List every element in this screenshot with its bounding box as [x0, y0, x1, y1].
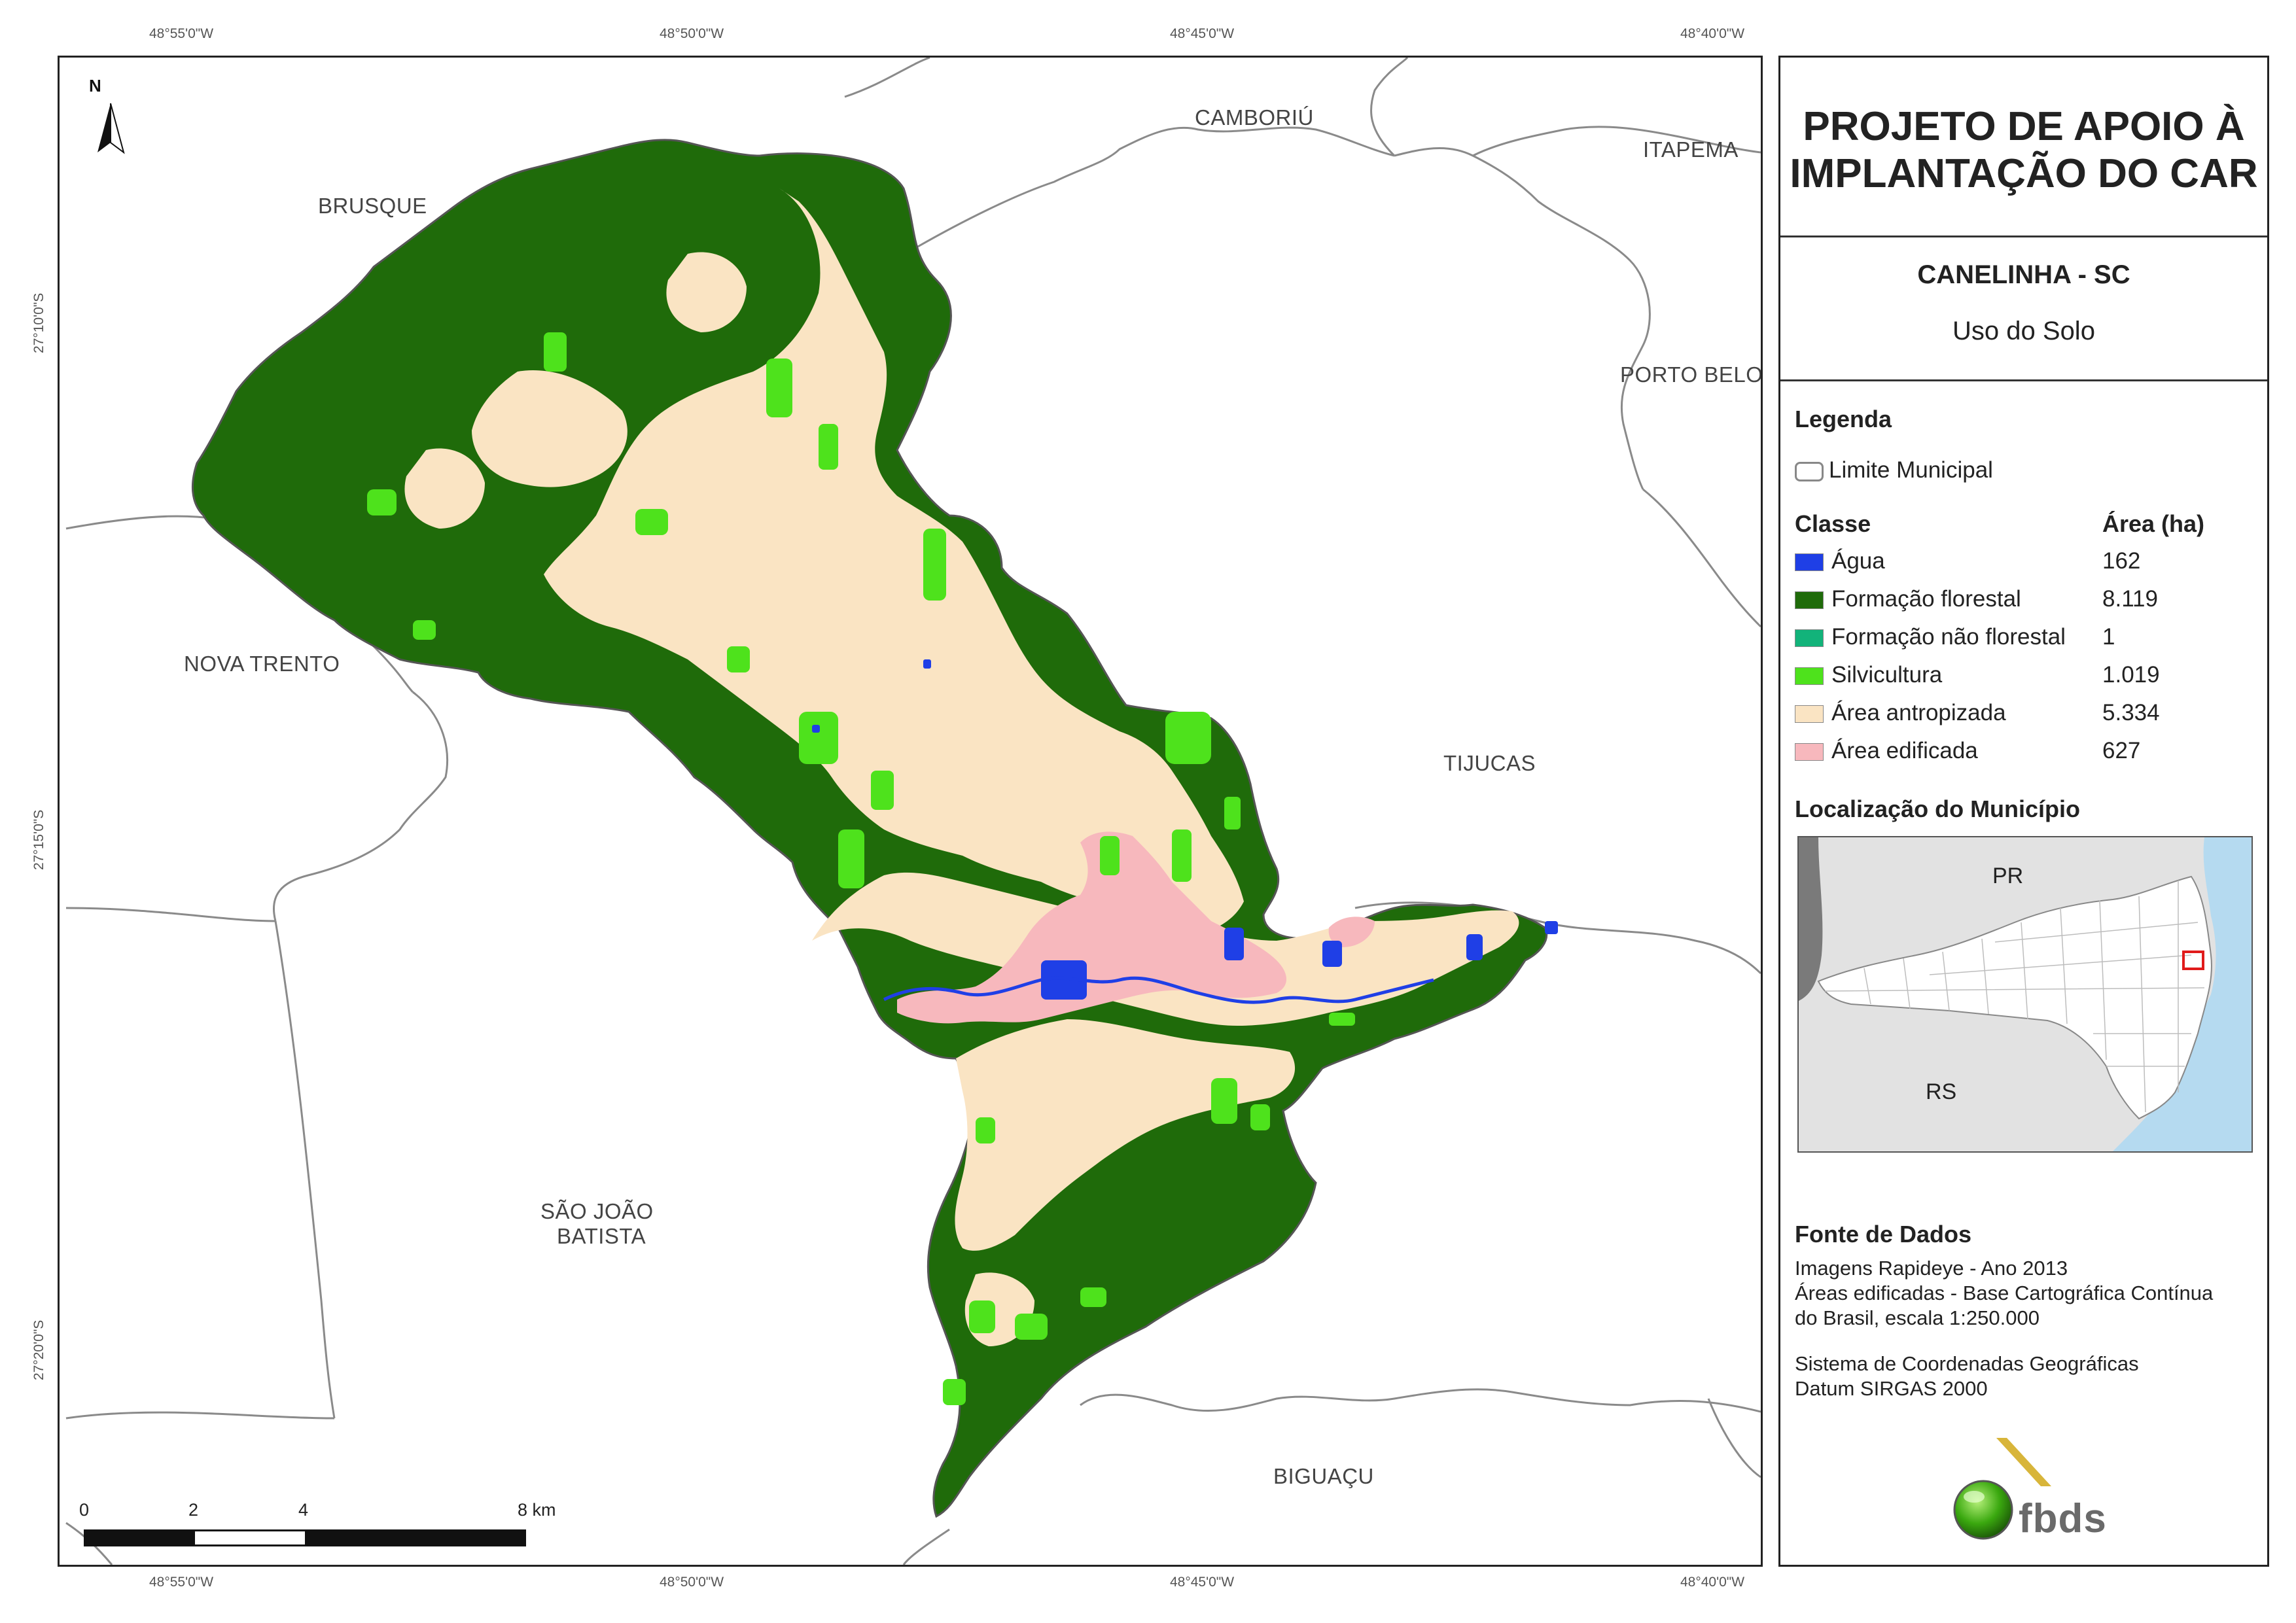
area-edificada-patch-2 [1328, 916, 1375, 947]
river [883, 976, 1434, 1004]
inset-label-pr: PR [1992, 864, 2024, 888]
legend-swatch-area-edificada [1795, 743, 1824, 761]
legend-area: 5.334 [2102, 700, 2160, 725]
agua-patches [812, 659, 1558, 1000]
canelinha-municipality [191, 139, 1558, 1518]
map-subtitle: Uso do Solo [1952, 317, 2095, 345]
legend-label: Silvicultura [1831, 662, 1943, 688]
legend-area: 162 [2102, 548, 2141, 574]
coord-bottom-1: 48°55'0"W [149, 1575, 214, 1590]
coord-left-2: 27°15'0"S [31, 809, 46, 870]
legend-row-formacao-nao-florestal: Formação não florestal 1 [1795, 624, 2253, 653]
coord-top-2: 48°50'0"W [660, 26, 724, 41]
crs-line-1: Sistema de Coordenadas Geográficas [1795, 1352, 2139, 1375]
label-tijucas: TIJUCAS [1443, 751, 1536, 775]
label-biguacu: BIGUAÇU [1273, 1464, 1374, 1488]
legend-area: 1.019 [2102, 662, 2160, 688]
coord-bottom-4: 48°40'0"W [1680, 1575, 1745, 1590]
logo-text: fbds [2019, 1496, 2107, 1541]
municipal-boundaries [65, 58, 1761, 1565]
coord-bottom-2: 48°50'0"W [660, 1575, 724, 1590]
source-line-2: Áreas edificadas - Base Cartográfica Con… [1795, 1282, 2214, 1304]
legend-label: Formação florestal [1831, 586, 2021, 612]
legend-swatch-formacao-nao-florestal [1795, 629, 1824, 647]
coord-top-3: 48°45'0"W [1170, 26, 1235, 41]
map-frame[interactable]: N BRUSQUE CAMBORIÚ ITAPEMA PORTO BELO NO… [58, 56, 1763, 1567]
legend-label: Área antropizada [1831, 700, 2006, 725]
legend-swatch-agua [1795, 553, 1824, 571]
legend-row-formacao-florestal: Formação florestal 8.119 [1795, 586, 2253, 615]
sources-title: Fonte de Dados [1795, 1221, 1972, 1248]
limit-swatch-icon [1795, 462, 1824, 481]
santa-catarina-shape [1817, 875, 2212, 1120]
legend-swatch-silvicultura [1795, 667, 1824, 685]
legend-swatch-area-antropizada [1795, 705, 1824, 723]
legend-title: Legenda [1795, 406, 1892, 432]
location-marker [2182, 951, 2204, 970]
label-sao-joao-1: SÃO JOÃO [540, 1199, 654, 1223]
label-porto-belo: PORTO BELO [1620, 362, 1763, 387]
label-brusque: BRUSQUE [318, 194, 427, 218]
label-camboriu: CAMBORIÚ [1195, 105, 1314, 130]
legend-swatch-formacao-florestal [1795, 591, 1824, 609]
label-nova-trento: NOVA TRENTO [184, 652, 340, 676]
limit-label: Limite Municipal [1829, 457, 1993, 483]
coord-left-1: 27°10'0"S [31, 292, 46, 353]
crs-line-2: Datum SIRGAS 2000 [1795, 1377, 1988, 1400]
legend-label: Formação não florestal [1831, 624, 2066, 650]
north-arrow-icon [97, 103, 125, 154]
municipality-title: CANELINHA - SC [1917, 260, 2130, 289]
scale-label-0: 0 [79, 1500, 90, 1520]
area-header: Área (ha) [2102, 510, 2205, 537]
scale-label-8: 8 km [518, 1500, 556, 1520]
legend-row-agua: Água 162 [1795, 548, 2253, 577]
label-sao-joao-2: BATISTA [557, 1224, 646, 1248]
map-panel: PROJETO DE APOIO À IMPLANTAÇÃO DO CAR CA… [1778, 56, 2269, 1567]
location-title: Localização do Município [1795, 795, 2081, 822]
area-edificada-patch [897, 831, 1286, 1024]
scale-label-2: 2 [188, 1500, 199, 1520]
legend-row-area-antropizada: Área antropizada 5.334 [1795, 700, 2253, 729]
source-line-3: do Brasil, escala 1:250.000 [1795, 1306, 2040, 1329]
inset-label-rs: RS [1926, 1079, 1957, 1104]
legend-area: 8.119 [2102, 586, 2158, 612]
location-inset-map[interactable]: PR RS [1797, 836, 2253, 1153]
legend-area: 1 [2102, 624, 2115, 650]
scale-bar [84, 1529, 526, 1546]
land-use-map [65, 58, 1761, 1565]
coord-top-4: 48°40'0"W [1680, 26, 1745, 41]
scale-label-4: 4 [298, 1500, 309, 1520]
fbds-logo: fbds [1944, 1438, 2114, 1543]
class-header: Classe [1795, 510, 1871, 537]
legend-label: Água [1831, 548, 1885, 574]
panel-title-line1: PROJETO DE APOIO À [1803, 104, 2245, 149]
silvicultura-patches [367, 332, 1355, 1405]
panel-title-line2: IMPLANTAÇÃO DO CAR [1790, 151, 2258, 196]
inset-svg [1799, 837, 2252, 1151]
source-line-1: Imagens Rapideye - Ano 2013 [1795, 1257, 2068, 1280]
coord-top-1: 48°55'0"W [149, 26, 214, 41]
legend-row-area-edificada: Área edificada 627 [1795, 738, 2253, 767]
label-itapema: ITAPEMA [1643, 137, 1739, 162]
north-label: N [89, 76, 101, 96]
legend-area: 627 [2102, 738, 2141, 763]
legend-row-silvicultura: Silvicultura 1.019 [1795, 662, 2253, 691]
fbds-logo-icon [1953, 1438, 2051, 1540]
coord-left-3: 27°20'0"S [31, 1319, 46, 1380]
legend-label: Área edificada [1831, 738, 1978, 763]
coord-bottom-3: 48°45'0"W [1170, 1575, 1235, 1590]
